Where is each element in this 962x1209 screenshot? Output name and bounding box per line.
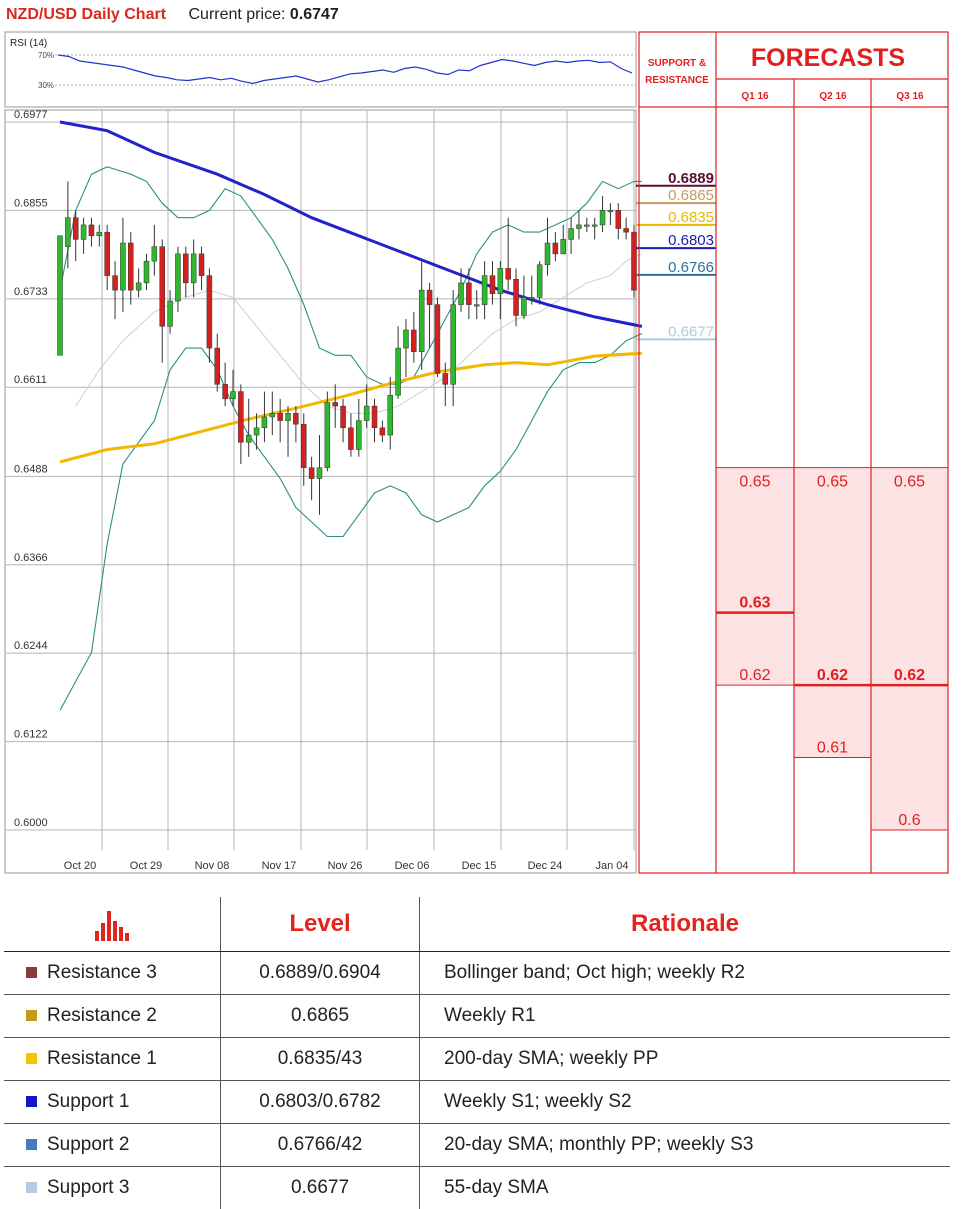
forecast-mid-label: 0.62: [817, 667, 848, 684]
level-name-cell: Resistance 3: [4, 952, 221, 995]
y-tick-label: 0.6611: [14, 374, 47, 386]
forecast-panel: SUPPORT & RESISTANCE FORECASTS Q1 16 Q2 …: [636, 32, 948, 873]
x-tick-label: Nov 17: [262, 860, 297, 872]
level-name: Resistance 2: [47, 1005, 157, 1026]
level-name-cell: Support 1: [4, 1081, 221, 1124]
y-tick-label: 0.6000: [14, 817, 48, 829]
levels-logo-cell: [4, 897, 221, 952]
rsi-tick-30: 30%: [38, 81, 54, 90]
levels-table: Level Rationale Resistance 3 0.6889/0.690…: [4, 897, 950, 1209]
candle: [58, 236, 63, 356]
level-value: 0.6766/42: [221, 1124, 420, 1167]
forecast-col-q1: Q1 16: [741, 91, 769, 102]
y-tick-label: 0.6366: [14, 552, 48, 564]
sr-level-label: 0.6766: [668, 259, 714, 276]
candle: [632, 225, 637, 297]
level-color-swatch: [26, 1010, 37, 1021]
levels-table-header: Level Rationale: [4, 897, 950, 952]
x-tick-label: Nov 08: [195, 860, 230, 872]
bar-chart-icon: [94, 907, 130, 941]
level-name-cell: Support 3: [4, 1167, 221, 1209]
y-tick-label: 0.6733: [14, 286, 48, 298]
forecast-range-fill: [871, 468, 948, 830]
forecast-col-q2: Q2 16: [819, 91, 847, 102]
level-name: Resistance 3: [47, 962, 157, 983]
level-name-cell: Resistance 1: [4, 1038, 221, 1081]
x-tick-label: Nov 26: [328, 860, 363, 872]
forecast-high-label: 0.65: [817, 474, 848, 491]
price-frame: [5, 110, 636, 873]
rsi-title: RSI (14): [10, 38, 47, 49]
level-rationale: Weekly R1: [420, 995, 951, 1038]
level-name-cell: Resistance 2: [4, 995, 221, 1038]
y-tick-label: 0.6977: [14, 109, 48, 121]
level-color-swatch: [26, 1053, 37, 1064]
level-header: Level: [221, 897, 420, 952]
level-name: Support 2: [47, 1134, 129, 1155]
rsi-frame: [5, 32, 636, 107]
x-tick-label: Dec 24: [528, 860, 563, 872]
forecast-low-label: 0.62: [739, 667, 770, 684]
level-rationale: 20-day SMA; monthly PP; weekly S3: [420, 1124, 951, 1167]
candle: [325, 392, 330, 472]
level-name: Support 3: [47, 1177, 129, 1198]
sr-level-label: 0.6677: [668, 323, 714, 340]
rationale-header: Rationale: [420, 897, 951, 952]
forecast-high-label: 0.65: [739, 474, 770, 491]
level-rationale: 200-day SMA; weekly PP: [420, 1038, 951, 1081]
level-rationale: Bollinger band; Oct high; weekly R2: [420, 952, 951, 995]
price-panel: 0.6977 0.6855 0.6733 0.6611 0.6488 0.6366 0.62…: [5, 109, 642, 873]
rsi-panel: RSI (14) 70% 30%: [5, 32, 636, 107]
level-color-swatch: [26, 1139, 37, 1150]
level-rationale: Weekly S1; weekly S2: [420, 1081, 951, 1124]
candle: [435, 297, 440, 377]
level-value: 0.6677: [221, 1167, 420, 1209]
chart-area: RSI (14) 70% 30% 0.6977 0.6855 0.6733 0.661…: [0, 0, 962, 880]
level-value: 0.6889/0.6904: [221, 952, 420, 995]
level-name-cell: Support 2: [4, 1124, 221, 1167]
forecast-range-fill: [794, 468, 871, 758]
level-value: 0.6865: [221, 995, 420, 1038]
forecast-col-q3: Q3 16: [896, 91, 924, 102]
y-tick-label: 0.6122: [14, 729, 48, 741]
y-tick-label: 0.6244: [14, 640, 48, 652]
sr-level-label: 0.6865: [668, 187, 714, 204]
rsi-tick-70: 70%: [38, 51, 54, 60]
y-tick-label: 0.6488: [14, 463, 48, 475]
forecast-range-fill: [716, 468, 794, 685]
forecasts-title: FORECASTS: [751, 44, 905, 72]
forecast-mid-label: 0.63: [739, 595, 770, 612]
sr-header-line2: RESISTANCE: [645, 75, 709, 86]
x-tick-label: Dec 06: [395, 860, 430, 872]
level-color-swatch: [26, 967, 37, 978]
forecast-mid-label: 0.62: [894, 667, 925, 684]
x-tick-label: Oct 29: [130, 860, 162, 872]
sr-header-line1: SUPPORT &: [648, 58, 706, 69]
level-color-swatch: [26, 1096, 37, 1107]
y-tick-label: 0.6855: [14, 197, 48, 209]
level-rationale: 55-day SMA: [420, 1167, 951, 1209]
sr-level-label: 0.6803: [668, 232, 714, 249]
level-value: 0.6835/43: [221, 1038, 420, 1081]
forecast-low-label: 0.6: [898, 812, 920, 829]
x-tick-label: Dec 15: [462, 860, 497, 872]
x-tick-label: Jan 04: [595, 860, 628, 872]
level-name: Support 1: [47, 1091, 129, 1112]
sr-level-label: 0.6889: [668, 170, 714, 187]
forecast-low-label: 0.61: [817, 740, 848, 757]
forecast-high-label: 0.65: [894, 474, 925, 491]
sr-level-label: 0.6835: [668, 209, 714, 226]
x-tick-label: Oct 20: [64, 860, 96, 872]
level-value: 0.6803/0.6782: [221, 1081, 420, 1124]
level-name: Resistance 1: [47, 1048, 157, 1069]
level-color-swatch: [26, 1182, 37, 1193]
